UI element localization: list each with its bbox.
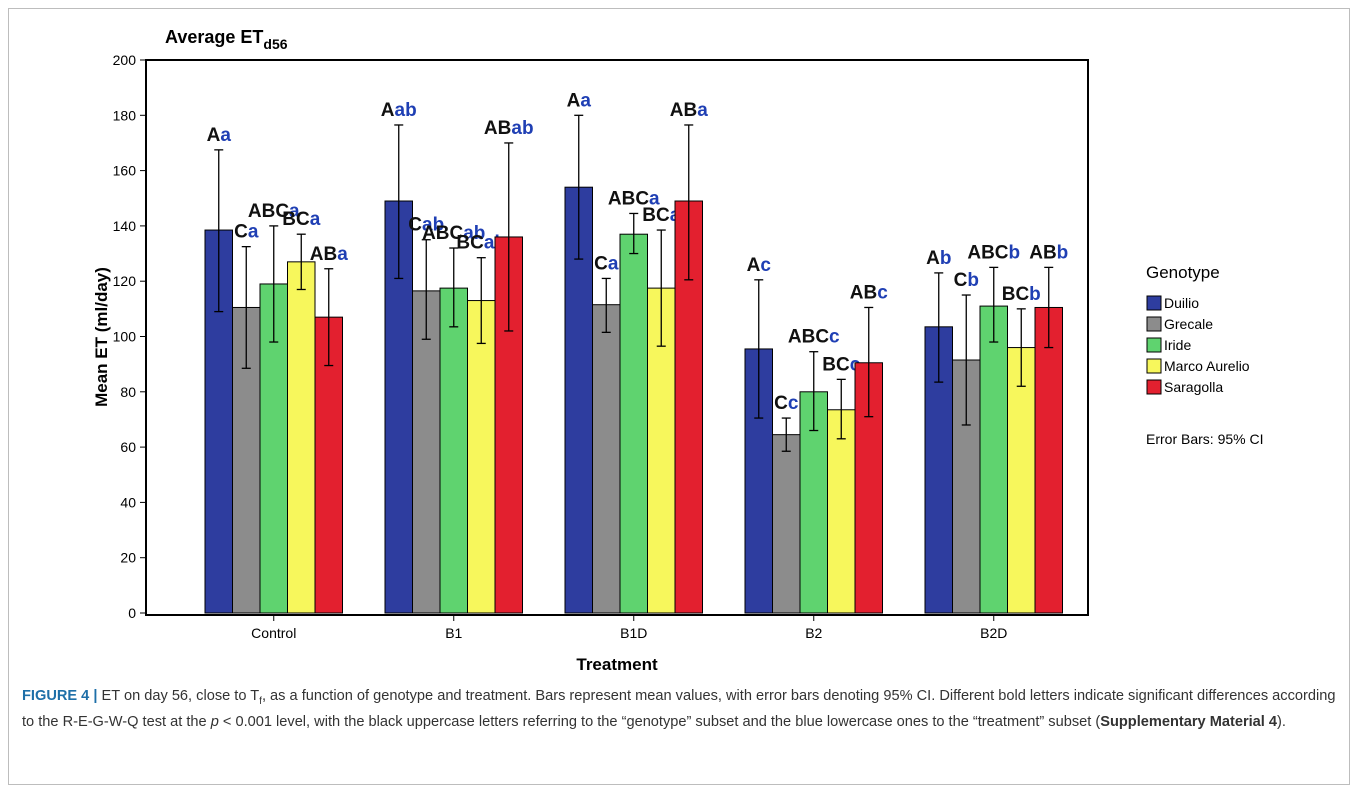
bar <box>412 290 441 614</box>
error-bar-note: Error Bars: 95% CI <box>1146 431 1263 447</box>
significance-label: Aab <box>381 100 417 121</box>
caption-text-3: < 0.001 level, with the black uppercase … <box>218 713 1101 730</box>
bar <box>314 316 343 614</box>
bar <box>439 287 468 614</box>
y-tick-label: 20 <box>120 550 136 566</box>
y-tick-label: 0 <box>128 605 136 621</box>
bar-chart: Average ETd56 0 20 40 60 80 100 120 140 160 180 20… <box>92 27 1263 674</box>
caption-text-1: ET on day 56, close to T <box>97 688 260 704</box>
significance-label: Ca <box>594 253 619 274</box>
significance-label: ABCa <box>248 201 300 222</box>
significance-label: Ca <box>234 222 259 243</box>
legend-swatch <box>1146 337 1162 353</box>
caption-text-4: ). <box>1277 713 1286 730</box>
significance-label: ABCb <box>967 242 1020 263</box>
significance-label: Aa <box>207 125 232 146</box>
legend-label: Iride <box>1164 337 1191 353</box>
bar <box>827 409 856 614</box>
significance-label: Cab <box>408 215 444 236</box>
bar <box>592 304 621 614</box>
caption-label: FIGURE 4 | <box>22 688 98 704</box>
legend-swatch <box>1146 358 1162 374</box>
caption-link[interactable]: Supplementary Material 4 <box>1100 713 1278 730</box>
y-tick-label: 100 <box>113 329 137 345</box>
y-tick-label: 60 <box>120 439 136 455</box>
significance-label: ABb <box>1029 242 1068 263</box>
bar <box>287 261 316 614</box>
significance-label: Ab <box>926 248 951 269</box>
y-axis: 0 20 40 60 80 100 120 140 160 180 200 <box>113 52 146 621</box>
y-tick-label: 180 <box>113 107 137 123</box>
chart-title: Average ETd56 <box>165 27 288 52</box>
x-tick-label: B1 <box>445 625 462 641</box>
significance-label: ABCc <box>788 327 840 348</box>
bar <box>619 233 648 614</box>
significance-label: ABa <box>310 244 348 265</box>
bar <box>979 305 1008 614</box>
bar <box>772 434 801 614</box>
y-tick-label: 140 <box>113 218 137 234</box>
x-axis-label: Treatment <box>576 655 658 674</box>
legend-label: Marco Aurelio <box>1164 358 1250 374</box>
caption-p-symbol: p <box>210 713 219 730</box>
x-tick-label: B2D <box>980 625 1007 641</box>
significance-label: ABCab <box>422 223 485 244</box>
figure-frame <box>8 8 1350 785</box>
significance-label: Cb <box>954 270 979 291</box>
legend-label: Duilio <box>1164 295 1199 311</box>
y-tick-label: 80 <box>120 384 136 400</box>
x-tick-label: B1D <box>620 625 647 641</box>
y-tick-label: 160 <box>113 163 137 179</box>
caption-text-2: , as a function of genotype and treatmen… <box>22 688 1336 730</box>
x-tick-label: B2 <box>805 625 822 641</box>
plot-area <box>145 59 1089 616</box>
legend-swatch <box>1146 295 1162 311</box>
significance-label: ABa <box>670 100 708 121</box>
significance-label: BCb <box>1002 284 1041 305</box>
y-tick-label: 40 <box>120 494 136 510</box>
significance-label: Cc <box>774 393 799 414</box>
bar <box>1007 347 1036 614</box>
legend: Genotype Duilio Grecale Iride Marco Aurelio… <box>1146 263 1250 395</box>
significance-label: ABab <box>484 118 534 139</box>
significance-label: Aa <box>567 90 592 111</box>
significance-label: Ac <box>747 255 772 276</box>
y-axis-label: Mean ET (ml/day) <box>92 267 111 407</box>
bar <box>467 300 496 614</box>
x-axis: Control B1 B1D B2 B2D <box>251 615 1007 641</box>
y-tick-label: 200 <box>113 52 137 68</box>
x-tick-label: Control <box>251 625 296 641</box>
significance-label: BCa <box>282 209 320 230</box>
legend-label: Grecale <box>1164 316 1213 332</box>
figure-caption: FIGURE 4 | ET on day 56, close to Tf, as… <box>22 686 1338 733</box>
y-tick-label: 120 <box>113 273 137 289</box>
significance-label: ABCa <box>608 188 660 209</box>
significance-label: ABc <box>850 282 888 303</box>
legend-swatch <box>1146 379 1162 395</box>
legend-title: Genotype <box>1146 263 1220 282</box>
bar <box>1034 306 1063 614</box>
legend-swatch <box>1146 316 1162 332</box>
caption-subscript: f <box>259 695 262 707</box>
bars-group: AaCaABCaBCaABaAabCabABCabBCabABabAaCaABC… <box>204 90 1068 614</box>
legend-label: Saragolla <box>1164 379 1223 395</box>
